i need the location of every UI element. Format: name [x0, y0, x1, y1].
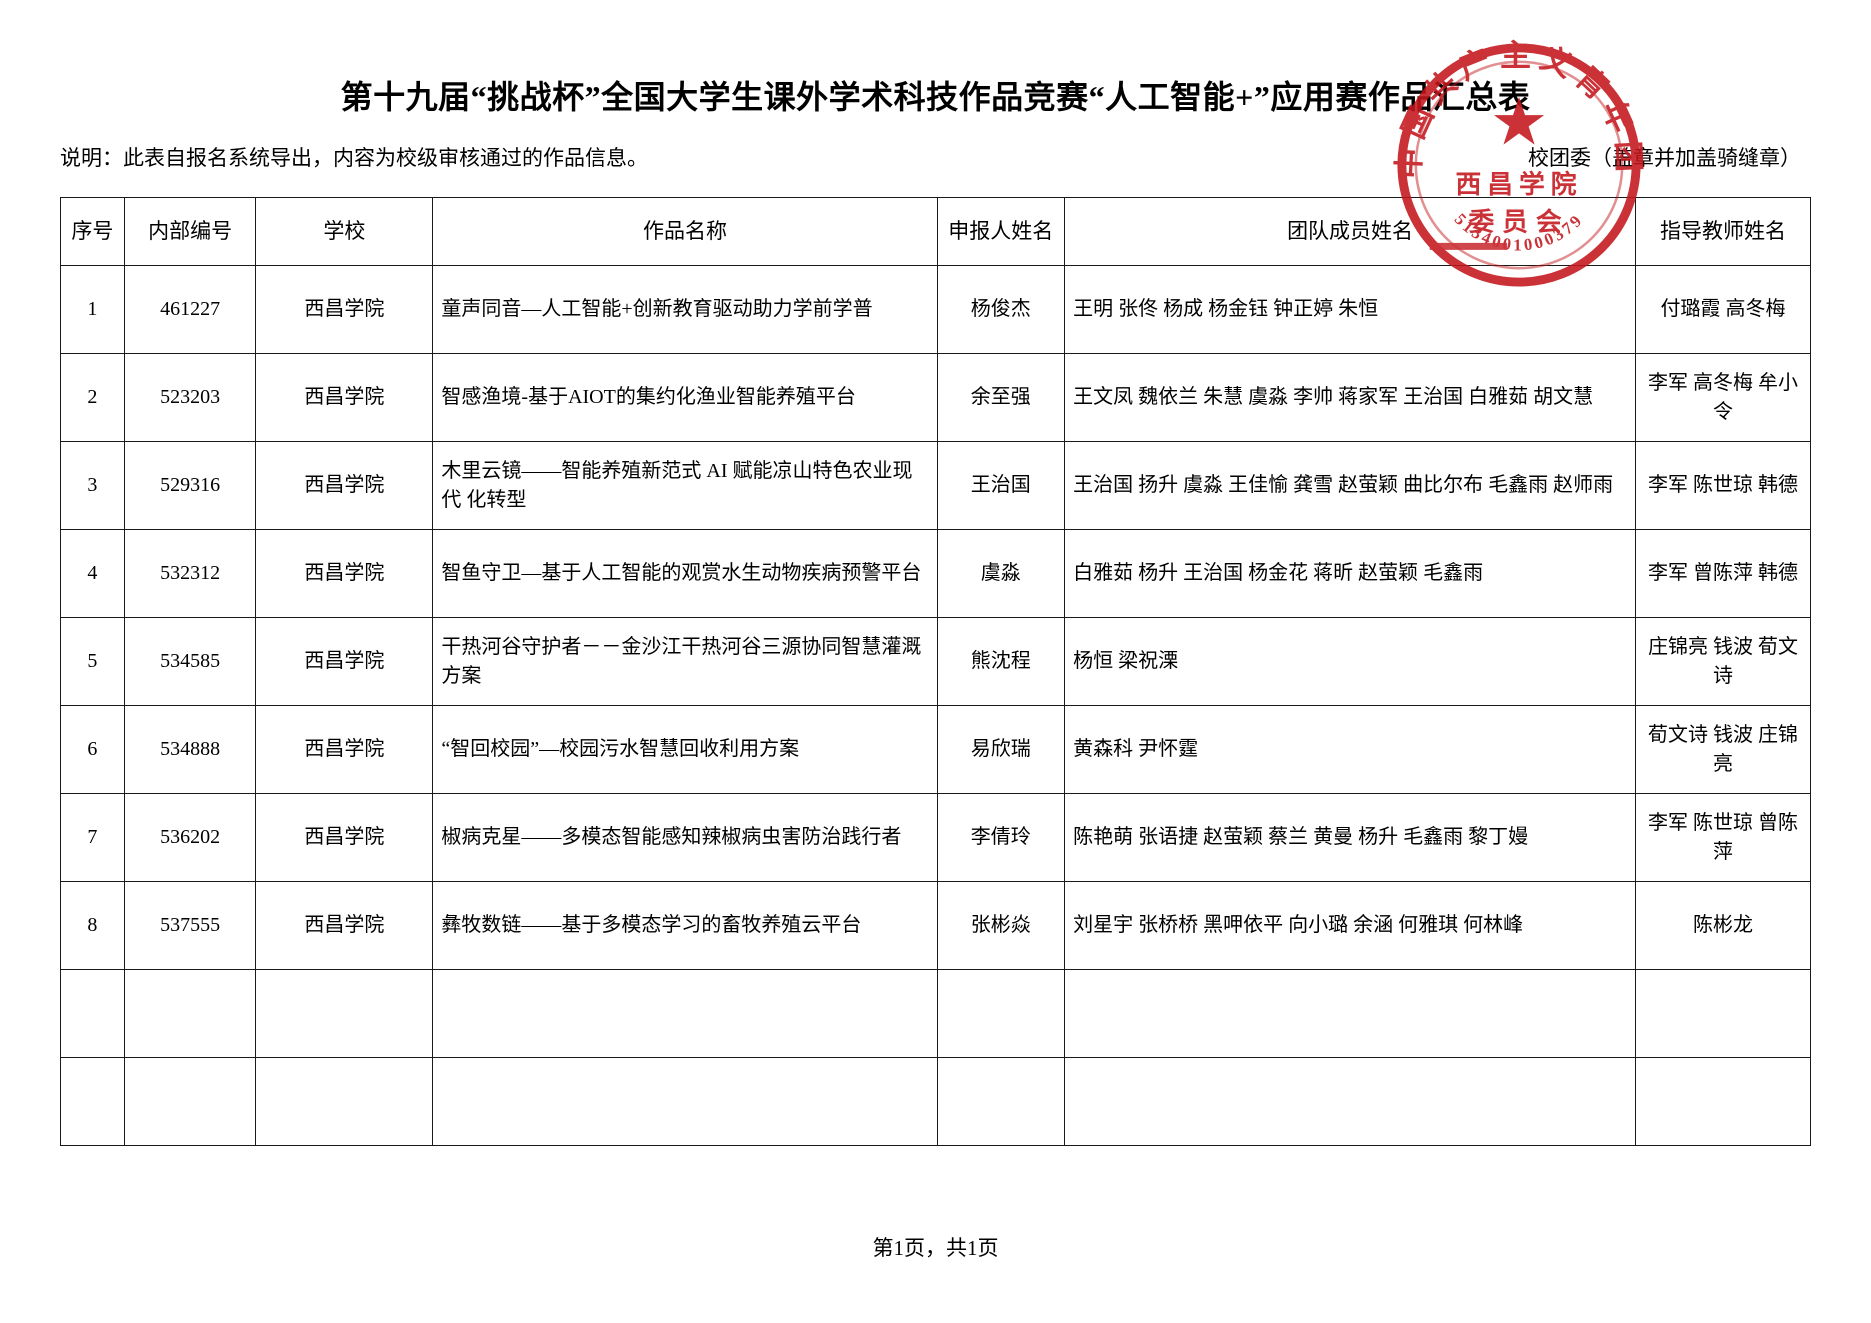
- cell-applicant: 余至强: [936, 353, 1066, 442]
- cell-code: 536202: [123, 793, 257, 882]
- cell-school: [255, 1057, 434, 1146]
- cell-title: [432, 1057, 938, 1146]
- cell-members: 杨恒 梁祝溧: [1064, 617, 1637, 706]
- cell-code: [123, 969, 257, 1058]
- table-row: 7 536202 西昌学院 椒病克星——多模态智能感知辣椒病虫害防治践行者 李倩玲 陈艳萌…: [60, 793, 1811, 882]
- cell-teachers: 付璐霞 高冬梅: [1635, 265, 1811, 354]
- cell-index: 2: [60, 353, 125, 442]
- cell-members: 白雅茹 杨升 王治国 杨金花 蒋昕 赵萤颖 毛鑫雨: [1064, 529, 1637, 618]
- cell-title: 椒病克星——多模态智能感知辣椒病虫害防治践行者: [432, 793, 938, 882]
- cell-title: 干热河谷守护者－－金沙江干热河谷三源协同智慧灌溉方案: [432, 617, 938, 706]
- cell-index: 6: [60, 705, 125, 794]
- cell-index: 3: [60, 441, 125, 530]
- cell-applicant: 熊沈程: [936, 617, 1066, 706]
- svg-text:西昌学院: 西昌学院: [1455, 169, 1582, 199]
- cell-index: 4: [60, 529, 125, 618]
- cell-members: [1064, 969, 1637, 1058]
- cell-members: 刘星宇 张桥桥 黑呷依平 向小璐 余涵 何雅琪 何林峰: [1064, 881, 1637, 970]
- cell-index: 5: [60, 617, 125, 706]
- cell-school: 西昌学院: [255, 353, 434, 442]
- column-header-members: 团队成员姓名: [1064, 197, 1637, 266]
- cell-applicant: 易欣瑞: [936, 705, 1066, 794]
- cell-members: 王文凤 魏依兰 朱慧 虞淼 李帅 蒋家军 王治国 白雅茹 胡文慧: [1064, 353, 1637, 442]
- cell-teachers: 荀文诗 钱波 庄锦亮: [1635, 705, 1811, 794]
- column-header-code: 内部编号: [123, 197, 257, 266]
- cell-members: 王明 张佟 杨成 杨金钰 钟正婷 朱恒: [1064, 265, 1637, 354]
- table-row-empty: [60, 1057, 1811, 1146]
- table-row: 3 529316 西昌学院 木里云镜——智能养殖新范式 AI 赋能凉山特色农业现代 化…: [60, 441, 1811, 530]
- cell-title: 木里云镜——智能养殖新范式 AI 赋能凉山特色农业现代 化转型: [432, 441, 938, 530]
- cell-members: 王治国 扬升 虞淼 王佳愉 龚雪 赵萤颖 曲比尔布 毛鑫雨 赵师雨: [1064, 441, 1637, 530]
- cell-school: [255, 969, 434, 1058]
- cell-title: 智感渔境-基于AIOT的集约化渔业智能养殖平台: [432, 353, 938, 442]
- cell-index: 8: [60, 881, 125, 970]
- table-row: 8 537555 西昌学院 彝牧数链——基于多模态学习的畜牧养殖云平台 张彬焱 刘星宇 张…: [60, 881, 1811, 970]
- cell-applicant: 王治国: [936, 441, 1066, 530]
- column-header-index: 序号: [60, 197, 125, 266]
- cell-title: “智回校园”—校园污水智慧回收利用方案: [432, 705, 938, 794]
- cell-code: 523203: [123, 353, 257, 442]
- cell-members: 陈艳萌 张语捷 赵萤颖 蔡兰 黄曼 杨升 毛鑫雨 黎丁嫚: [1064, 793, 1637, 882]
- cell-code: 529316: [123, 441, 257, 530]
- cell-teachers: 李军 曾陈萍 韩德: [1635, 529, 1811, 618]
- cell-school: 西昌学院: [255, 529, 434, 618]
- cell-index: 1: [60, 265, 125, 354]
- cell-applicant: 虞淼: [936, 529, 1066, 618]
- table-row: 6 534888 西昌学院 “智回校园”—校园污水智慧回收利用方案 易欣瑞 黄森科 尹怀霆…: [60, 705, 1811, 794]
- column-header-school: 学校: [255, 197, 434, 266]
- cell-school: 西昌学院: [255, 705, 434, 794]
- cell-applicant: [936, 969, 1066, 1058]
- cell-index: 7: [60, 793, 125, 882]
- cell-teachers: 李军 陈世琼 韩德: [1635, 441, 1811, 530]
- cell-title: 彝牧数链——基于多模态学习的畜牧养殖云平台: [432, 881, 938, 970]
- cell-school: 西昌学院: [255, 441, 434, 530]
- cell-code: 461227: [123, 265, 257, 354]
- cell-code: 537555: [123, 881, 257, 970]
- cell-code: 534888: [123, 705, 257, 794]
- column-header-teachers: 指导教师姓名: [1635, 197, 1811, 266]
- cell-title: 童声同音—人工智能+创新教育驱动助力学前学普: [432, 265, 938, 354]
- page-title: 第十九届“挑战杯”全国大学生课外学术科技作品竞赛“人工智能+”应用赛作品汇总表: [340, 79, 1531, 115]
- cell-teachers: [1635, 969, 1811, 1058]
- cell-applicant: 李倩玲: [936, 793, 1066, 882]
- table-body: 1 461227 西昌学院 童声同音—人工智能+创新教育驱动助力学前学普 杨俊杰 王明 张…: [60, 265, 1811, 1146]
- cell-members: [1064, 1057, 1637, 1146]
- cell-teachers: 陈彬龙: [1635, 881, 1811, 970]
- cell-teachers: 李军 高冬梅 牟小令: [1635, 353, 1811, 442]
- cell-applicant: [936, 1057, 1066, 1146]
- cell-index: [60, 1057, 125, 1146]
- cell-school: 西昌学院: [255, 265, 434, 354]
- table-header-row: 序号 内部编号 学校 作品名称 申报人姓名 团队成员姓名 指导教师姓名: [60, 197, 1811, 266]
- cell-school: 西昌学院: [255, 793, 434, 882]
- table-row: 1 461227 西昌学院 童声同音—人工智能+创新教育驱动助力学前学普 杨俊杰 王明 张…: [60, 265, 1811, 354]
- cell-teachers: [1635, 1057, 1811, 1146]
- cell-members: 黄森科 尹怀霆: [1064, 705, 1637, 794]
- cell-code: [123, 1057, 257, 1146]
- note-text: 说明：此表自报名系统导出，内容为校级审核通过的作品信息。: [60, 146, 648, 170]
- works-table-wrapper: 序号 内部编号 学校 作品名称 申报人姓名 团队成员姓名 指导教师姓名 1 461…: [60, 197, 1811, 1146]
- signature-text: 校团委（盖章并加盖骑缝章）: [1528, 146, 1801, 170]
- page-footer: 第1页，共1页: [872, 1236, 999, 1260]
- table-row: 4 532312 西昌学院 智鱼守卫—基于人工智能的观赏水生动物疾病预警平台 虞淼 白雅茹…: [60, 529, 1811, 618]
- cell-school: 西昌学院: [255, 881, 434, 970]
- column-header-applicant: 申报人姓名: [936, 197, 1066, 266]
- table-row: 5 534585 西昌学院 干热河谷守护者－－金沙江干热河谷三源协同智慧灌溉方案 熊沈程…: [60, 617, 1811, 706]
- note-row: 说明：此表自报名系统导出，内容为校级审核通过的作品信息。 校团委（盖章并加盖骑缝…: [60, 142, 1811, 172]
- cell-teachers: 庄锦亮 钱波 荀文诗: [1635, 617, 1811, 706]
- cell-title: [432, 969, 938, 1058]
- cell-code: 534585: [123, 617, 257, 706]
- cell-applicant: 杨俊杰: [936, 265, 1066, 354]
- table-header: 序号 内部编号 学校 作品名称 申报人姓名 团队成员姓名 指导教师姓名: [60, 197, 1811, 266]
- column-header-title: 作品名称: [432, 197, 938, 266]
- cell-teachers: 李军 陈世琼 曾陈萍: [1635, 793, 1811, 882]
- cell-title: 智鱼守卫—基于人工智能的观赏水生动物疾病预警平台: [432, 529, 938, 618]
- table-row-empty: [60, 969, 1811, 1058]
- table-row: 2 523203 西昌学院 智感渔境-基于AIOT的集约化渔业智能养殖平台 余至强 王文凤…: [60, 353, 1811, 442]
- works-table: 序号 内部编号 学校 作品名称 申报人姓名 团队成员姓名 指导教师姓名 1 461…: [60, 197, 1811, 1146]
- cell-code: 532312: [123, 529, 257, 618]
- cell-school: 西昌学院: [255, 617, 434, 706]
- cell-applicant: 张彬焱: [936, 881, 1066, 970]
- cell-index: [60, 969, 125, 1058]
